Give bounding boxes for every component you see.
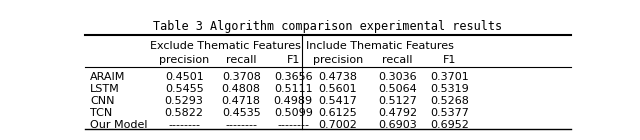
- Text: 0.5377: 0.5377: [430, 108, 469, 118]
- Text: 0.4501: 0.4501: [164, 72, 204, 82]
- Text: ARAIM: ARAIM: [90, 72, 125, 82]
- Text: F1: F1: [287, 55, 300, 65]
- Text: LSTM: LSTM: [90, 84, 120, 94]
- Text: 0.6903: 0.6903: [378, 120, 417, 130]
- Text: 0.6952: 0.6952: [430, 120, 469, 130]
- Text: 0.5268: 0.5268: [430, 96, 469, 106]
- Text: 0.4718: 0.4718: [221, 96, 260, 106]
- Text: recall: recall: [382, 55, 413, 65]
- Text: 0.4792: 0.4792: [378, 108, 417, 118]
- Text: 0.4808: 0.4808: [221, 84, 260, 94]
- Text: 0.5455: 0.5455: [164, 84, 204, 94]
- Text: 0.5127: 0.5127: [378, 96, 417, 106]
- Text: 0.5099: 0.5099: [274, 108, 313, 118]
- Text: 0.5064: 0.5064: [378, 84, 417, 94]
- Text: F1: F1: [443, 55, 456, 65]
- Text: precision: precision: [159, 55, 209, 65]
- Text: TCN: TCN: [90, 108, 112, 118]
- Text: 0.5822: 0.5822: [164, 108, 204, 118]
- Text: Include Thematic Features: Include Thematic Features: [306, 41, 454, 51]
- Text: 0.3656: 0.3656: [274, 72, 312, 82]
- Text: precision: precision: [313, 55, 363, 65]
- Text: Table 3 Algorithm comparison experimental results: Table 3 Algorithm comparison experimenta…: [154, 20, 502, 33]
- Text: 0.3708: 0.3708: [222, 72, 260, 82]
- Text: Our Model: Our Model: [90, 120, 147, 130]
- Text: --------: --------: [225, 120, 257, 130]
- Text: CNN: CNN: [90, 96, 115, 106]
- Text: 0.5111: 0.5111: [274, 84, 312, 94]
- Text: 0.5601: 0.5601: [319, 84, 357, 94]
- Text: 0.5319: 0.5319: [430, 84, 469, 94]
- Text: 0.4535: 0.4535: [222, 108, 260, 118]
- Text: --------: --------: [277, 120, 309, 130]
- Text: 0.3036: 0.3036: [378, 72, 417, 82]
- Text: 0.4989: 0.4989: [274, 96, 313, 106]
- Text: recall: recall: [226, 55, 257, 65]
- Text: 0.6125: 0.6125: [319, 108, 357, 118]
- Text: 0.5417: 0.5417: [319, 96, 357, 106]
- Text: 0.4738: 0.4738: [319, 72, 357, 82]
- Text: 0.3701: 0.3701: [430, 72, 469, 82]
- Text: 0.7002: 0.7002: [319, 120, 357, 130]
- Text: 0.5293: 0.5293: [164, 96, 204, 106]
- Text: --------: --------: [168, 120, 200, 130]
- Text: Exclude Thematic Features: Exclude Thematic Features: [150, 41, 301, 51]
